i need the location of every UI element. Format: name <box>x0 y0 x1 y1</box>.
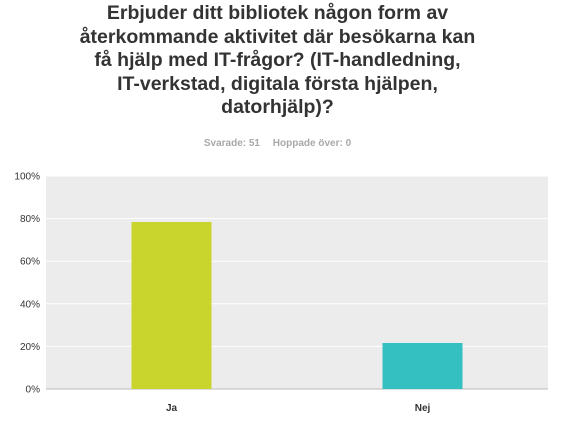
gridlines <box>46 175 548 347</box>
question-title-line: Erbjuder ditt bibliotek någon form av <box>106 2 449 24</box>
y-tick-label: 80% <box>20 214 40 225</box>
x-axis: Ja Nej <box>166 403 431 414</box>
question-title: Erbjuder ditt bibliotek någon form av åt… <box>40 2 515 120</box>
y-tick-label: 0% <box>26 385 41 396</box>
plot-area <box>46 176 548 389</box>
skipped-count: Hoppade över: 0 <box>272 138 352 149</box>
question-title-line: få hjälp med IT-frågor? (IT-handledning, <box>94 49 461 71</box>
bar-nej <box>382 342 463 389</box>
question-title-line: återkommande aktivitet där besökarna kan <box>79 25 476 48</box>
x-tick-label: Nej <box>415 403 431 414</box>
y-tick-label: 60% <box>20 257 40 268</box>
x-tick-label: Ja <box>166 403 178 414</box>
y-tick-label: 40% <box>20 299 40 310</box>
y-axis: 0% 20% 40% 60% 80% 100% <box>14 172 548 396</box>
y-tick-label: 20% <box>20 342 40 353</box>
question-title-line: IT-verkstad, digitala första hjälpen, <box>117 72 438 95</box>
bar-ja <box>131 222 212 389</box>
response-stats: Svarade: 51 Hoppade över: 0 <box>40 138 515 149</box>
y-tick-label: 100% <box>14 172 40 183</box>
bars <box>131 222 463 389</box>
question-title-line: datorhjälp)? <box>221 96 334 118</box>
answered-count: Svarade: 51 <box>203 138 260 149</box>
